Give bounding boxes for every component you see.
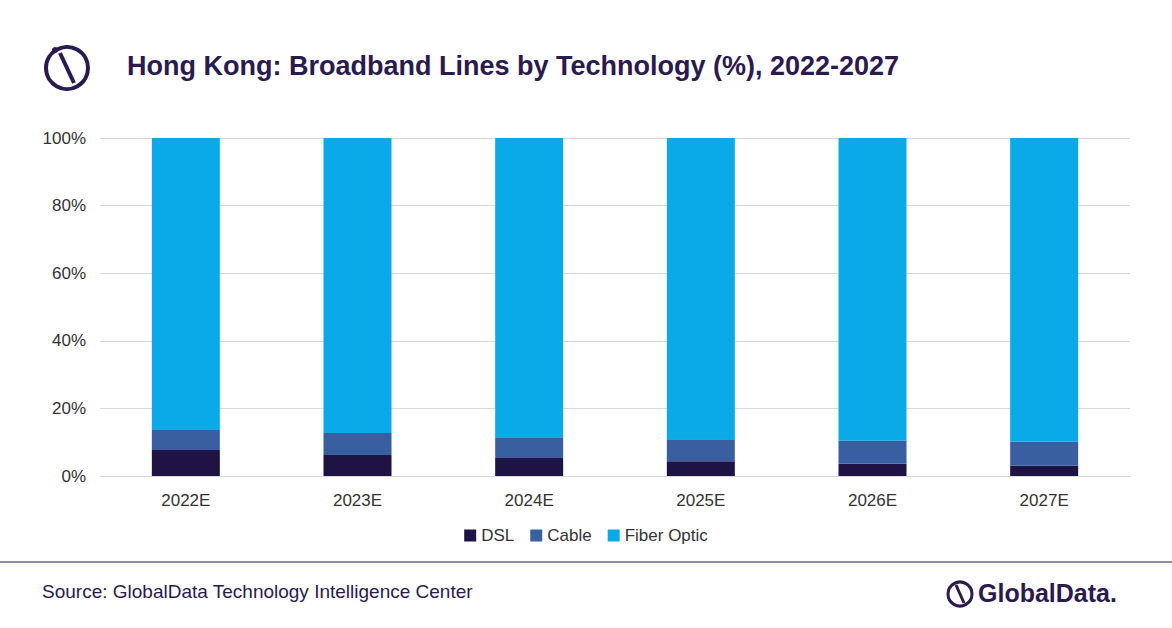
svg-text:2023E: 2023E xyxy=(333,491,382,510)
svg-text:Cable: Cable xyxy=(547,526,591,545)
svg-text:40%: 40% xyxy=(52,331,86,350)
svg-text:2024E: 2024E xyxy=(505,491,554,510)
svg-text:60%: 60% xyxy=(52,264,86,283)
svg-text:2026E: 2026E xyxy=(848,491,897,510)
svg-text:2022E: 2022E xyxy=(161,491,210,510)
svg-text:GlobalData.: GlobalData. xyxy=(978,579,1117,607)
svg-text:DSL: DSL xyxy=(481,526,514,545)
svg-text:20%: 20% xyxy=(52,399,86,418)
svg-text:100%: 100% xyxy=(43,129,86,148)
svg-text:Fiber Optic: Fiber Optic xyxy=(625,526,709,545)
svg-text:2025E: 2025E xyxy=(676,491,725,510)
svg-text:Hong Kong: Broadband Lines by: Hong Kong: Broadband Lines by Technology… xyxy=(127,51,899,81)
svg-text:80%: 80% xyxy=(52,196,86,215)
svg-text:Source: GlobalData Technology: Source: GlobalData Technology Intelligen… xyxy=(42,581,473,602)
svg-text:2027E: 2027E xyxy=(1020,491,1069,510)
svg-text:0%: 0% xyxy=(61,467,86,486)
